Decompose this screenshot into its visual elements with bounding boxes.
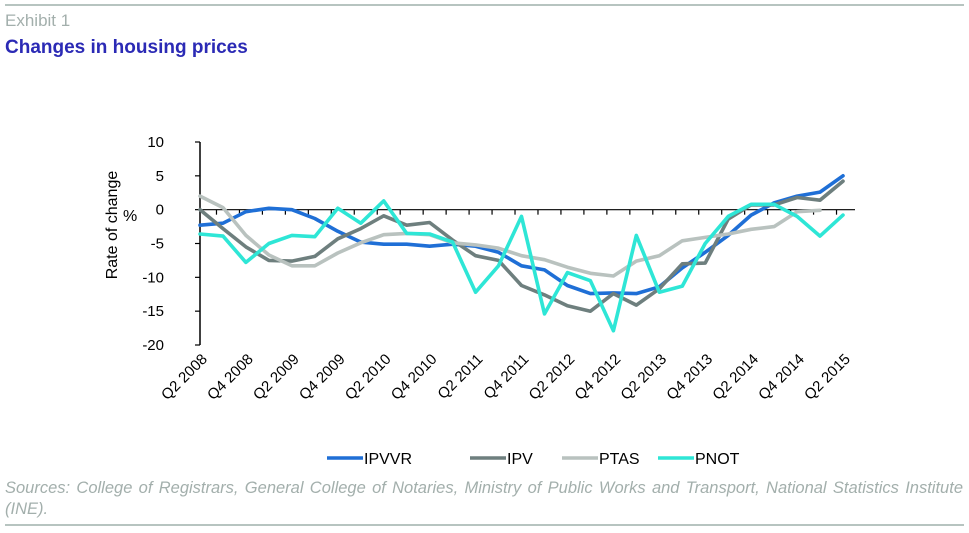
series-line-ipvvr (198, 174, 845, 296)
exhibit-label: Exhibit 1 (5, 11, 71, 30)
x-tick-label: Q4 2011 (480, 351, 532, 403)
x-tick-label: Q4 2014 (755, 351, 808, 404)
x-tick-label: Q2 2013 (617, 351, 670, 404)
x-tick-label: Q2 2014 (709, 351, 762, 404)
series-line-ipv (198, 179, 845, 313)
series-line-pnot (198, 199, 845, 333)
x-tick-label: Q2 2009 (250, 351, 303, 404)
legend-label-pnot: PNOT (695, 451, 740, 468)
y-tick-label: -5 (151, 236, 164, 253)
y-tick-label: 5 (156, 168, 164, 185)
legend-label-ptas: PTAS (599, 451, 640, 468)
x-tick-label: Q2 2015 (801, 351, 854, 404)
x-tick-label: Q4 2012 (571, 351, 624, 404)
x-tick-label: Q2 2012 (526, 351, 579, 404)
series-lines (198, 174, 845, 333)
chart-title: Changes in housing prices (5, 37, 248, 58)
x-tick-label: Q2 2008 (158, 351, 211, 404)
y-tick-label: -20 (142, 337, 164, 354)
legend-label-ipvvr: IPVVR (364, 451, 412, 468)
y-axis-unit: % (123, 208, 137, 225)
y-tick-label: 10 (147, 134, 164, 151)
bottom-rule (5, 524, 964, 526)
legend-label-ipv: IPV (507, 451, 533, 468)
x-tick-label: Q4 2008 (204, 351, 257, 404)
y-axis-title: Rate of change (104, 171, 121, 280)
top-rule (5, 4, 964, 6)
x-tick-label: Q2 2011 (434, 351, 486, 403)
series-line-ptas (198, 194, 822, 278)
x-tick-label: Q2 2010 (342, 351, 395, 404)
x-tick-label: Q4 2013 (663, 351, 716, 404)
y-tick-label: 0 (156, 202, 164, 219)
sources-note: Sources: College of Registrars, General … (5, 479, 963, 518)
x-tick-label: Q4 2010 (388, 351, 441, 404)
y-axis: 10 5 0 -5 -10 -15 -20 (142, 134, 201, 354)
x-tick-label: Q4 2009 (296, 351, 349, 404)
y-tick-label: -10 (142, 269, 164, 286)
y-tick-label: -15 (142, 303, 164, 320)
legend: IPVVR IPV PTAS PNOT (327, 451, 740, 468)
